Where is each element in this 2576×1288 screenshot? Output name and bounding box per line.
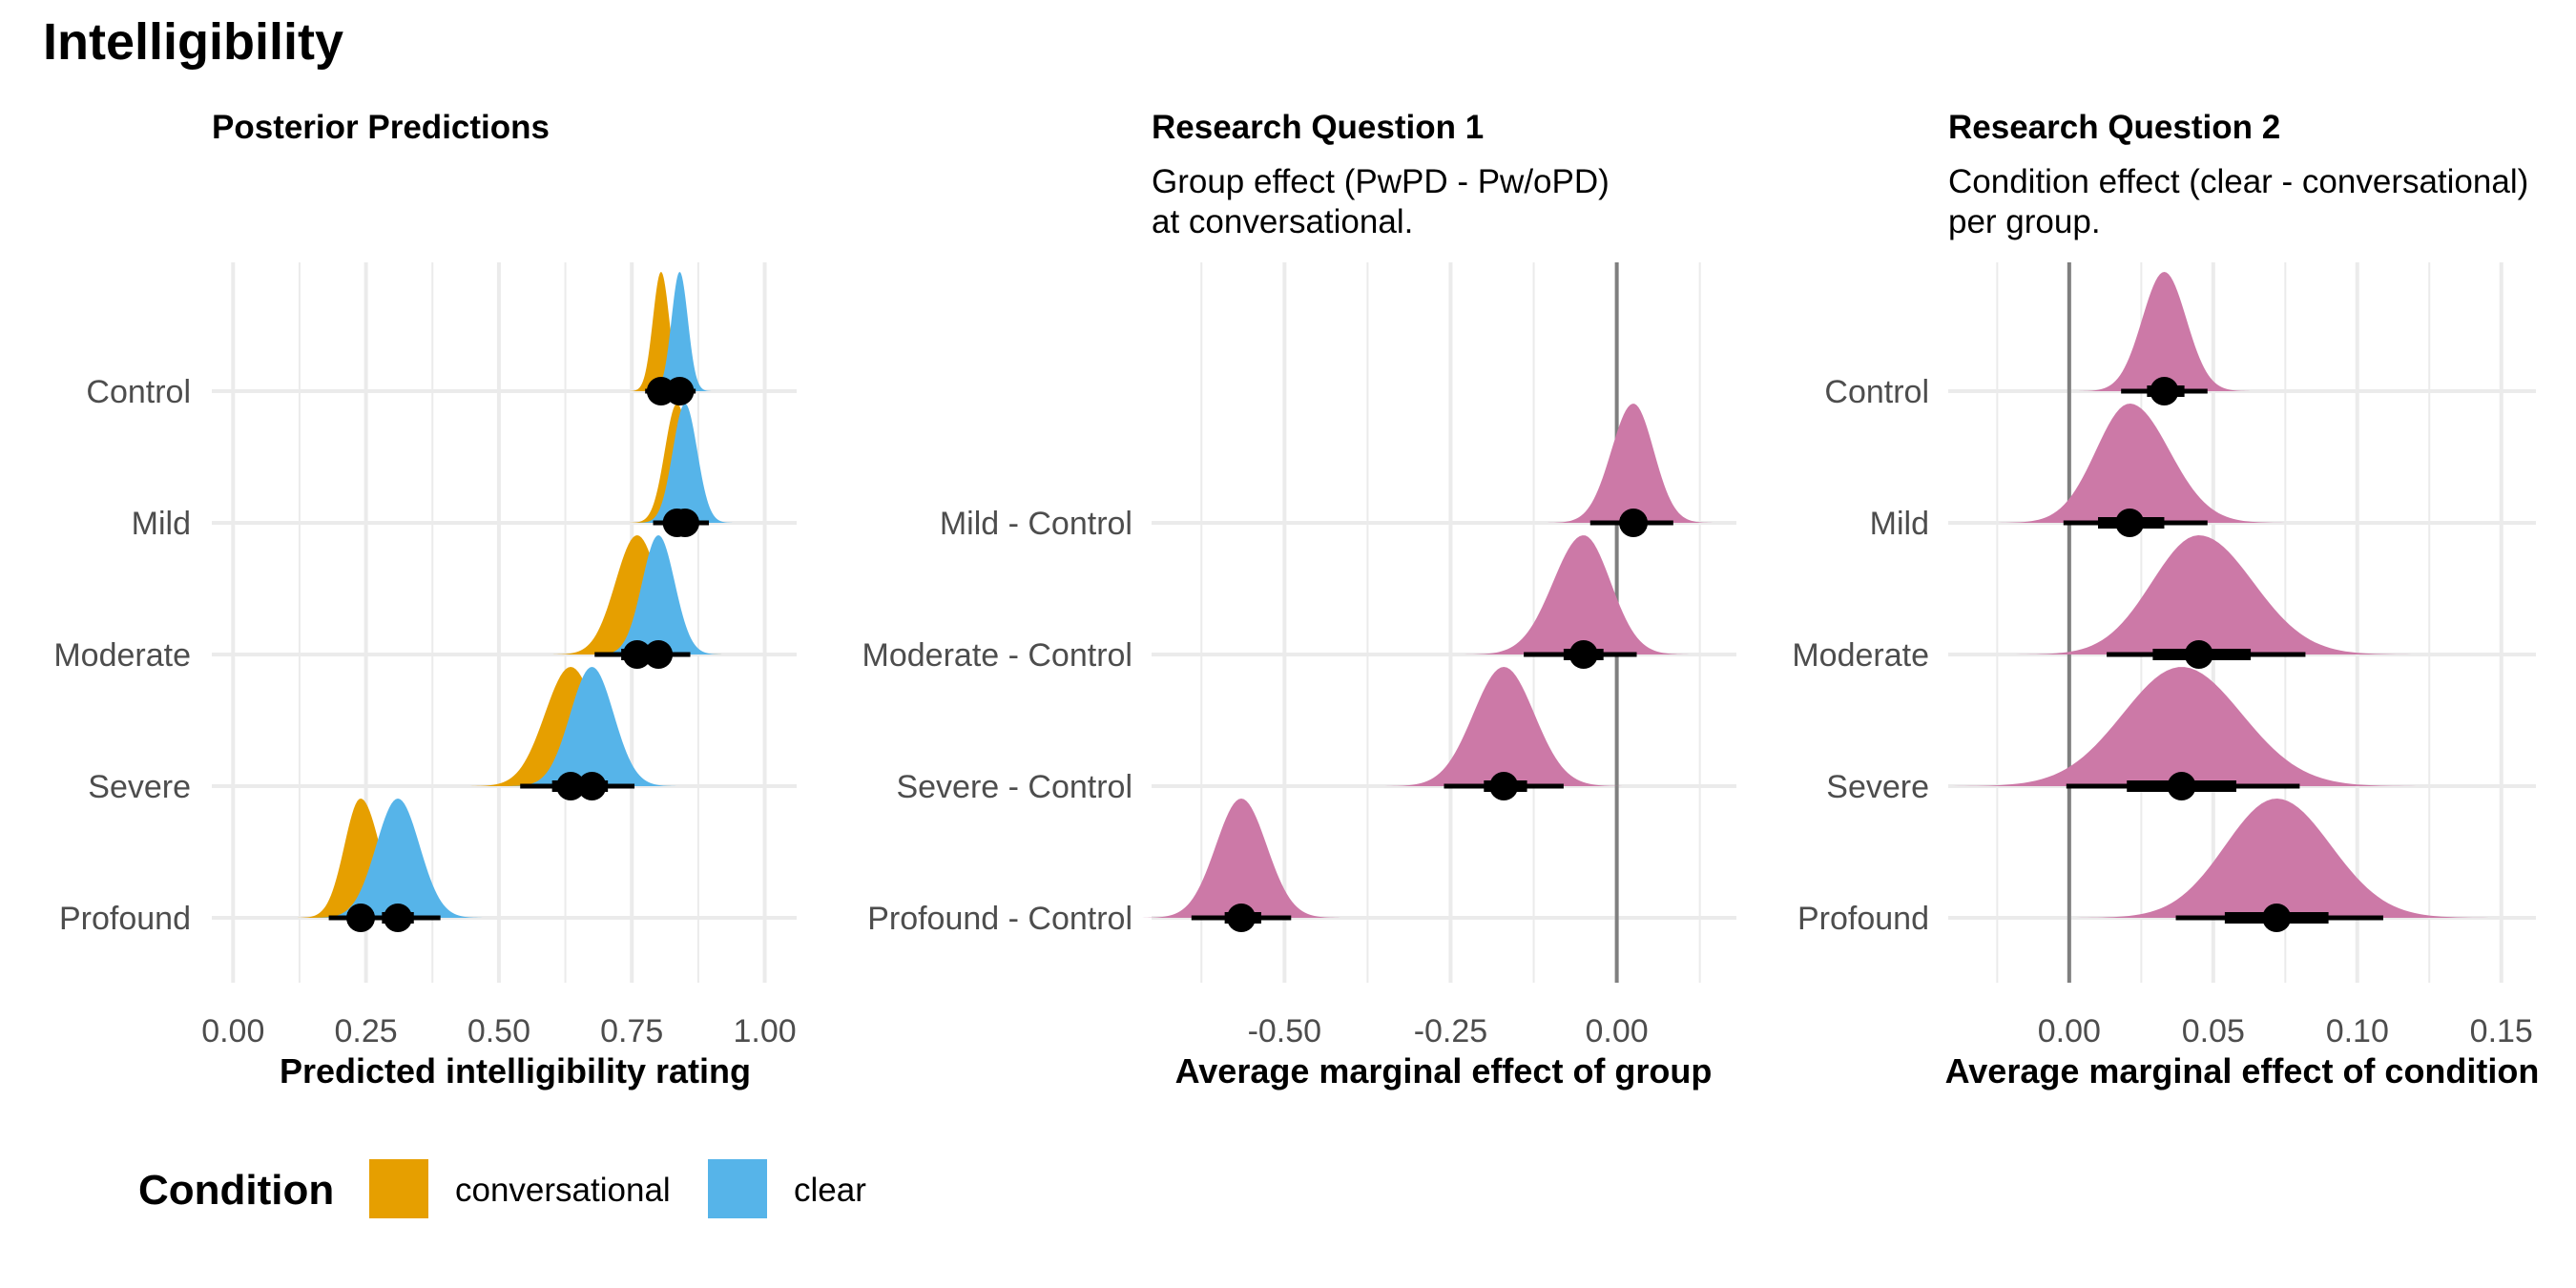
legend: Condition conversational clear bbox=[138, 1159, 866, 1218]
panel-1-y-labels: Control Mild Moderate Severe Profound bbox=[53, 374, 191, 937]
y-label-moderate: Moderate bbox=[53, 637, 191, 674]
x-tick-label: 0.00 bbox=[2038, 1013, 2101, 1049]
density-effect-mild bbox=[1994, 404, 2289, 523]
panel-1-x-ticks: 0.00 0.25 0.50 0.75 1.00 bbox=[201, 1013, 796, 1049]
y-label-mild: Mild bbox=[1870, 506, 1929, 542]
legend-title: Condition bbox=[138, 1167, 334, 1214]
panel-2-x-ticks: -0.50 -0.25 0.00 bbox=[1248, 1013, 1649, 1049]
y-label-profound-control: Profound - Control bbox=[867, 901, 1132, 937]
x-tick-label: 0.15 bbox=[2470, 1013, 2533, 1049]
panel-3-subtitle-line-1: Condition effect (clear - conversational… bbox=[1948, 163, 2528, 200]
panel-3-title: Research Question 2 bbox=[1948, 109, 2280, 146]
panel-1-title: Posterior Predictions bbox=[212, 109, 550, 146]
median-point-effect-mild-control bbox=[1619, 509, 1649, 537]
median-point-clear-control bbox=[665, 377, 695, 405]
density-clear-moderate bbox=[592, 535, 724, 654]
x-tick-label: 1.00 bbox=[733, 1013, 796, 1049]
median-point-effect-severe bbox=[2167, 772, 2196, 800]
density-effect-profound-control bbox=[1139, 799, 1343, 918]
median-point-conversational-severe bbox=[556, 772, 586, 800]
panel-2-intervals bbox=[1191, 509, 1673, 932]
panel-3-x-axis-label: Average marginal effect of condition bbox=[1945, 1051, 2540, 1091]
y-label-control: Control bbox=[1824, 374, 1929, 410]
panel-1-grid bbox=[212, 262, 797, 983]
x-tick-label: 0.25 bbox=[335, 1013, 398, 1049]
x-tick-label: 0.00 bbox=[1586, 1013, 1649, 1049]
x-tick-label: 0.75 bbox=[600, 1013, 663, 1049]
panel-posterior-predictions: Posterior Predictions Control Mild Moderat… bbox=[53, 109, 797, 1091]
median-point-conversational-moderate bbox=[622, 640, 652, 669]
y-label-severe-control: Severe - Control bbox=[896, 769, 1132, 805]
median-point-clear-mild bbox=[670, 509, 699, 537]
density-effect-profound bbox=[2070, 799, 2495, 918]
panel-2-subtitle-line-2: at conversational. bbox=[1152, 203, 1413, 240]
legend-label-conversational: conversational bbox=[455, 1172, 671, 1209]
legend-label-clear: clear bbox=[794, 1172, 866, 1209]
panel-3-y-labels: Control Mild Moderate Severe Profound bbox=[1792, 374, 1929, 937]
x-tick-label: 0.05 bbox=[2182, 1013, 2245, 1049]
y-label-profound: Profound bbox=[59, 901, 191, 937]
panel-3-intervals bbox=[2063, 377, 2383, 932]
panel-1-intervals bbox=[328, 377, 710, 932]
y-label-moderate: Moderate bbox=[1792, 637, 1929, 674]
median-point-effect-control bbox=[2150, 377, 2179, 405]
density-conversational-control bbox=[628, 272, 695, 391]
legend-swatch-conversational bbox=[369, 1159, 428, 1218]
density-effect-moderate-control bbox=[1461, 535, 1693, 654]
panel-3-x-ticks: 0.00 0.05 0.10 0.15 bbox=[2038, 1013, 2533, 1049]
median-point-clear-severe bbox=[577, 772, 607, 800]
median-point-effect-profound bbox=[2262, 904, 2292, 932]
median-point-clear-profound bbox=[384, 904, 413, 932]
density-effect-control bbox=[2076, 272, 2253, 391]
density-clear-control bbox=[647, 272, 713, 391]
panel-2-subtitle-line-1: Group effect (PwPD - Pw/oPD) bbox=[1152, 163, 1610, 200]
density-clear-mild bbox=[635, 404, 735, 523]
density-effect-moderate bbox=[2010, 535, 2417, 654]
panel-1-densities bbox=[295, 272, 735, 918]
panel-2-title: Research Question 1 bbox=[1152, 109, 1484, 146]
legend-swatch-clear bbox=[708, 1159, 767, 1218]
figure-title: Intelligibility bbox=[43, 13, 343, 71]
y-label-control: Control bbox=[86, 374, 191, 410]
median-point-effect-moderate bbox=[2184, 640, 2213, 669]
density-effect-severe bbox=[1946, 667, 2423, 786]
x-tick-label: 0.50 bbox=[467, 1013, 530, 1049]
y-label-mild-control: Mild - Control bbox=[940, 506, 1132, 542]
panel-3-densities bbox=[1946, 272, 2495, 918]
median-point-clear-moderate bbox=[644, 640, 674, 669]
panel-1-x-axis-label: Predicted intelligibility rating bbox=[280, 1051, 751, 1091]
y-label-mild: Mild bbox=[132, 506, 191, 542]
median-point-conversational-profound bbox=[346, 904, 376, 932]
median-point-effect-mild bbox=[2115, 509, 2145, 537]
panel-research-question-1: Research Question 1 Group effect (PwPD -… bbox=[862, 109, 1736, 1091]
y-label-severe: Severe bbox=[88, 769, 191, 805]
median-point-effect-profound-control bbox=[1227, 904, 1257, 932]
density-clear-severe bbox=[505, 667, 679, 786]
median-point-effect-severe-control bbox=[1489, 772, 1519, 800]
panel-3-subtitle-line-2: per group. bbox=[1948, 203, 2101, 240]
x-tick-label: -0.25 bbox=[1414, 1013, 1488, 1049]
x-tick-label: 0.10 bbox=[2326, 1013, 2389, 1049]
density-effect-mild-control bbox=[1545, 404, 1715, 523]
x-tick-label: -0.50 bbox=[1248, 1013, 1322, 1049]
density-effect-severe-control bbox=[1381, 667, 1627, 786]
x-tick-label: 0.00 bbox=[201, 1013, 264, 1049]
density-conversational-profound bbox=[295, 799, 437, 918]
panel-research-question-2: Research Question 2 Condition effect (cl… bbox=[1792, 109, 2539, 1091]
y-label-profound: Profound bbox=[1797, 901, 1929, 937]
median-point-effect-moderate-control bbox=[1568, 640, 1598, 669]
density-conversational-moderate bbox=[550, 535, 724, 654]
panel-2-y-labels: Mild - Control Moderate - Control Severe -… bbox=[862, 506, 1132, 937]
density-clear-profound bbox=[311, 799, 486, 918]
panel-2-densities bbox=[1139, 404, 1715, 918]
y-label-severe: Severe bbox=[1826, 769, 1929, 805]
panel-2-x-axis-label: Average marginal effect of group bbox=[1175, 1051, 1713, 1091]
y-label-moderate-control: Moderate - Control bbox=[862, 637, 1132, 674]
